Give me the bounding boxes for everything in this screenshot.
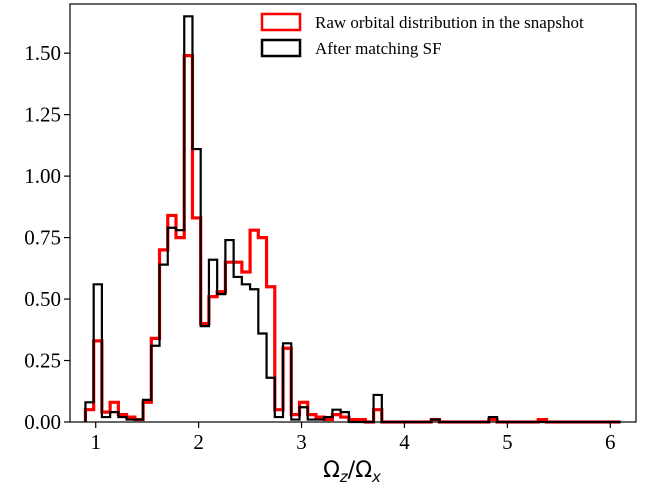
y-tick-label: 1.00 bbox=[24, 164, 61, 188]
histogram-series-1 bbox=[84, 15, 621, 424]
y-tick-label: 0.75 bbox=[24, 226, 61, 250]
x-axis-title-sub-x: x bbox=[371, 468, 381, 486]
x-tick-label: 3 bbox=[296, 430, 307, 454]
legend-label-matched: After matching SF bbox=[315, 39, 442, 58]
series-layer bbox=[83, 15, 621, 424]
y-tick-label: 0.00 bbox=[24, 410, 61, 434]
x-tick-label: 6 bbox=[605, 430, 616, 454]
y-tick-label: 0.25 bbox=[24, 349, 61, 373]
y-axis: 0.00 0.25 0.50 0.75 1.00 1.25 1.50 bbox=[24, 41, 70, 434]
legend-label-raw: Raw orbital distribution in the snapshot bbox=[315, 13, 584, 32]
y-tick-label: 1.50 bbox=[24, 41, 61, 65]
x-tick-label: 4 bbox=[399, 430, 410, 454]
x-axis: 1 2 3 4 5 6 bbox=[90, 422, 616, 454]
y-tick-label: 1.25 bbox=[24, 103, 61, 127]
x-tick-label: 1 bbox=[90, 430, 101, 454]
plot-frame bbox=[69, 3, 637, 423]
x-tick-label: 5 bbox=[502, 430, 513, 454]
legend-swatch-raw bbox=[260, 12, 302, 32]
x-axis-title-sub-z: z bbox=[339, 468, 349, 486]
x-axis-title: Ωz/Ωx bbox=[323, 458, 381, 486]
x-axis-title-omega: Ω bbox=[323, 458, 340, 483]
legend-swatch-matched bbox=[260, 38, 302, 58]
legend: Raw orbital distribution in the snapshot… bbox=[260, 12, 584, 58]
x-axis-title-slash: /Ω bbox=[348, 458, 372, 483]
x-tick-label: 2 bbox=[193, 430, 204, 454]
y-tick-label: 0.50 bbox=[24, 287, 61, 311]
